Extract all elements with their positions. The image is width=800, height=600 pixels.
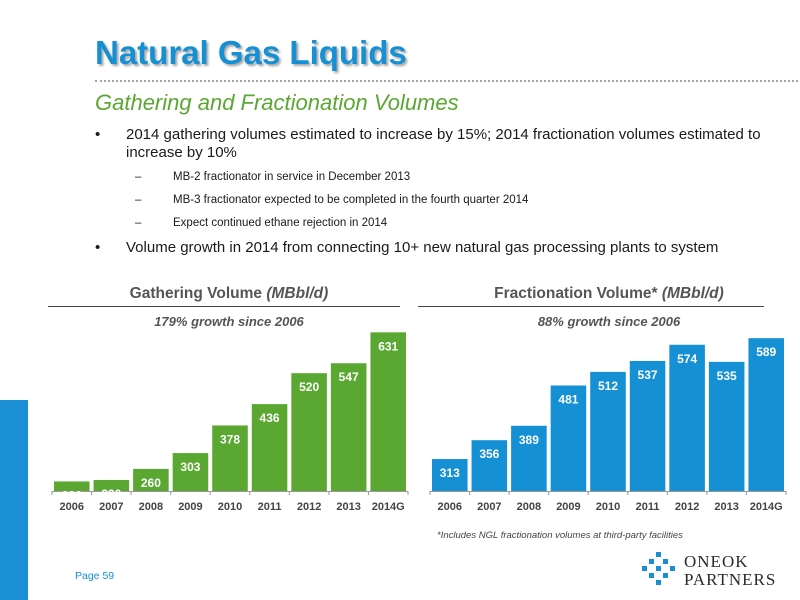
- bar-value-label: 589: [756, 345, 776, 359]
- x-tick-label: 2007: [99, 501, 123, 513]
- x-tick-label: 2006: [60, 501, 84, 513]
- sub-bullet-item: – MB-2 fractionator in service in Decemb…: [135, 170, 785, 184]
- bar-value-label: 378: [220, 432, 240, 446]
- x-tick-label: 2010: [596, 501, 620, 513]
- bar: [330, 363, 367, 491]
- sub-bullet-marker: –: [135, 171, 142, 183]
- bar: [432, 459, 468, 491]
- chart-title-unit: (MBbl/d): [266, 285, 329, 302]
- bar: [669, 344, 705, 491]
- bar-value-label: 481: [558, 392, 578, 406]
- bar-value-label: 356: [479, 447, 499, 461]
- bar-value-label: 260: [141, 476, 161, 490]
- bar: [708, 361, 745, 491]
- bar-value-label: 537: [638, 368, 658, 382]
- bar-value-label: 226: [62, 488, 82, 502]
- bar: [251, 404, 288, 491]
- x-tick-label: 2011: [258, 501, 282, 513]
- bar-value-label: 547: [339, 370, 359, 384]
- x-tick-label: 2013: [714, 501, 738, 513]
- sub-bullet-text: MB-2 fractionator in service in December…: [173, 171, 411, 183]
- bar: [511, 425, 547, 491]
- bullet-marker: •: [95, 126, 101, 143]
- bar: [212, 425, 248, 491]
- sub-bullet-item: – MB-3 fractionator expected to be compl…: [135, 193, 785, 207]
- x-tick-label: 2010: [218, 501, 242, 513]
- bar-value-label: 574: [677, 352, 697, 366]
- title-divider: [95, 80, 798, 82]
- bar-value-label: 303: [180, 460, 200, 474]
- company-logo: ONEOK PARTNERS: [640, 550, 790, 590]
- page-number: Page 59: [75, 570, 115, 582]
- sub-bullet-text: Expect continued ethane rejection in 201…: [173, 217, 388, 229]
- x-tick-label: 2013: [336, 501, 360, 513]
- gathering-volume-chart: Gathering Volume (MBbl/d) 179% growth si…: [48, 285, 410, 525]
- chart-title-unit: (MBbl/d): [661, 285, 724, 302]
- bar-value-label: 230: [101, 487, 121, 501]
- x-tick-label: 2008: [517, 501, 541, 513]
- bullet-list: • 2014 gathering volumes estimated to in…: [95, 126, 785, 265]
- bar-value-label: 631: [378, 339, 398, 353]
- bullet-marker: •: [95, 239, 101, 256]
- x-tick-label: 2014G: [750, 501, 783, 513]
- x-tick-label: 2009: [556, 501, 580, 513]
- footnote: *Includes NGL fractionation volumes at t…: [437, 530, 683, 541]
- bar-value-label: 436: [260, 411, 280, 425]
- chart-title-rule: [48, 306, 400, 307]
- chart-title-rule: [418, 306, 764, 307]
- chart-title-text: Fractionation Volume*: [494, 285, 658, 302]
- bar: [93, 479, 130, 491]
- bar: [590, 371, 626, 491]
- sub-bullet-marker: –: [135, 194, 142, 206]
- bar-value-label: 512: [598, 379, 618, 393]
- sub-bullet-marker: –: [135, 217, 142, 229]
- chart-title-text: Gathering Volume: [129, 285, 263, 302]
- bar: [54, 481, 90, 491]
- x-tick-label: 2008: [139, 501, 163, 513]
- bullet-item: • Volume growth in 2014 from connecting …: [95, 239, 785, 257]
- bar: [133, 468, 169, 491]
- x-tick-label: 2006: [438, 501, 462, 513]
- bar-value-label: 520: [299, 380, 319, 394]
- chart-growth-annotation: 88% growth since 2006: [537, 314, 681, 329]
- x-tick-label: 2012: [675, 501, 699, 513]
- page-subtitle: Gathering and Fractionation Volumes: [95, 90, 459, 115]
- side-accent-bar: [0, 400, 28, 600]
- bullet-item: • 2014 gathering volumes estimated to in…: [95, 126, 785, 162]
- chart-title: Fractionation Volume* (MBbl/d): [428, 285, 790, 303]
- x-tick-label: 2009: [178, 501, 202, 513]
- logo-line-1: ONEOK: [684, 552, 749, 571]
- x-tick-label: 2014G: [372, 501, 405, 513]
- sub-bullet-item: – Expect continued ethane rejection in 2…: [135, 216, 785, 230]
- logo-mark-icon: [642, 552, 675, 585]
- fractionation-volume-chart: Fractionation Volume* (MBbl/d) 88% growt…: [418, 285, 790, 525]
- bullet-text: Volume growth in 2014 from connecting 10…: [126, 239, 719, 256]
- bar: [291, 373, 327, 491]
- chart-title: Gathering Volume (MBbl/d): [48, 285, 410, 303]
- bar-value-label: 389: [519, 433, 539, 447]
- bar: [172, 453, 209, 491]
- sub-bullet-text: MB-3 fractionator expected to be complet…: [173, 194, 529, 206]
- x-tick-label: 2012: [297, 501, 321, 513]
- bar: [629, 360, 666, 491]
- bar-value-label: 313: [440, 466, 460, 480]
- bullet-text: 2014 gathering volumes estimated to incr…: [126, 126, 761, 161]
- bar: [370, 332, 406, 491]
- bar: [748, 338, 784, 491]
- chart-growth-annotation: 179% growth since 2006: [154, 314, 304, 329]
- bar-value-label: 535: [717, 369, 737, 383]
- bar: [471, 440, 508, 491]
- logo-line-2: PARTNERS: [684, 570, 777, 589]
- x-tick-label: 2007: [477, 501, 501, 513]
- x-tick-label: 2011: [636, 501, 660, 513]
- page-title: Natural Gas Liquids: [95, 34, 407, 71]
- bar: [550, 385, 587, 491]
- fractionation-volume-plot: 313 2006 356 2007 389 2008 481 2009 512 2010 537 20…: [429, 338, 787, 513]
